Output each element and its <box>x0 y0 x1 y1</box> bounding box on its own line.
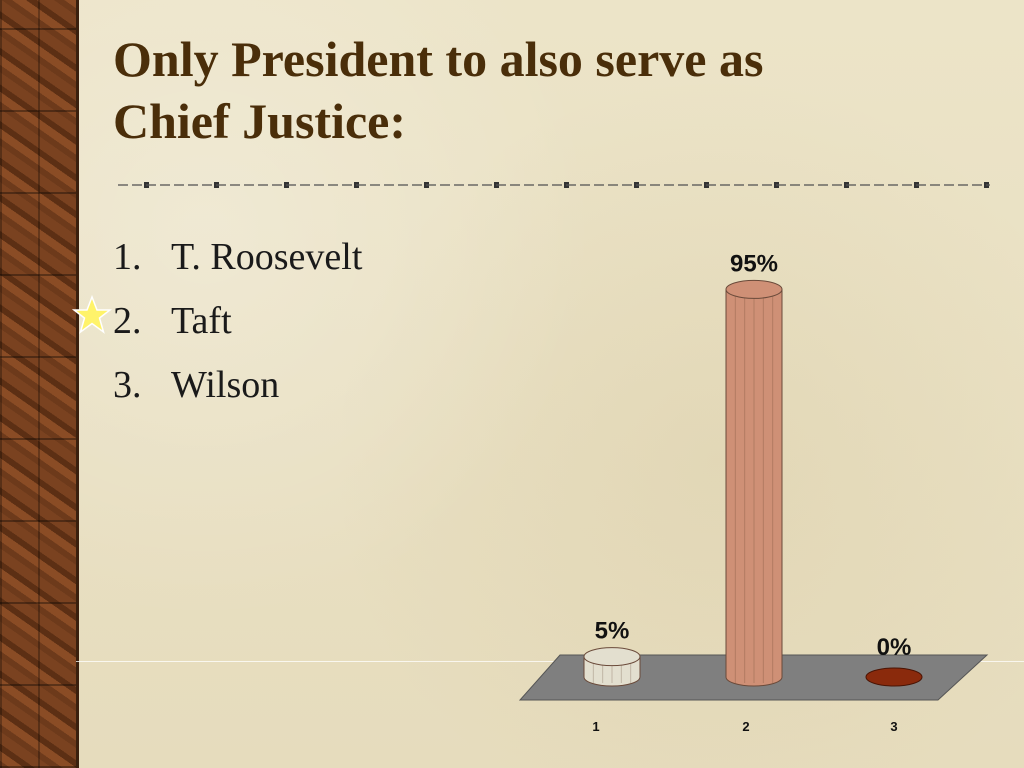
answer-option-3[interactable]: 3. Wilson <box>113 360 362 424</box>
tick-label-1: 1 <box>592 719 599 734</box>
tick-label-3: 3 <box>890 719 897 734</box>
bar-2 <box>725 279 783 687</box>
answer-option-2[interactable]: 2. Taft <box>113 296 362 360</box>
dash-divider <box>118 182 990 188</box>
slide-title: Only President to also serve as Chief Ju… <box>113 28 993 152</box>
answer-number: 2. <box>113 300 142 342</box>
answer-text: Wilson <box>171 364 280 406</box>
bar-1 <box>583 647 641 687</box>
wood-border <box>0 0 79 768</box>
answer-text: T. Roosevelt <box>171 236 363 278</box>
answer-list: 1. T. Roosevelt 2. Taft 3. Wilson <box>113 232 362 424</box>
answer-number: 1. <box>113 236 142 278</box>
floor-line <box>76 661 1024 662</box>
tick-label-2: 2 <box>742 719 749 734</box>
title-line-2: Chief Justice: <box>113 93 406 149</box>
answer-option-1[interactable]: 1. T. Roosevelt <box>113 232 362 296</box>
data-label-3: 0% <box>877 634 912 661</box>
results-chart: 5% 1 95% 2 0% 3 <box>518 250 989 734</box>
star-icon <box>72 295 112 334</box>
answer-text: Taft <box>171 300 232 342</box>
data-label-1: 5% <box>595 618 630 645</box>
bar-3 <box>865 667 923 687</box>
data-label-2: 95% <box>730 250 778 277</box>
title-line-1: Only President to also serve as <box>113 31 764 87</box>
answer-number: 3. <box>113 364 142 406</box>
